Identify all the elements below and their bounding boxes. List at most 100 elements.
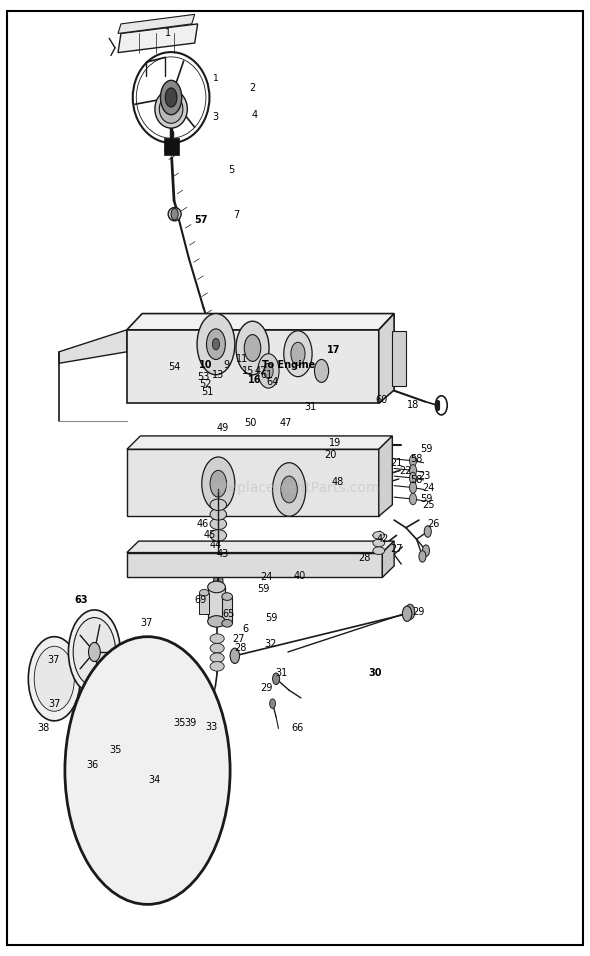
Ellipse shape	[208, 581, 225, 593]
Polygon shape	[127, 449, 379, 516]
Circle shape	[270, 699, 276, 708]
Text: 38: 38	[38, 724, 50, 733]
Text: 54: 54	[168, 362, 180, 372]
Text: 69: 69	[195, 596, 206, 605]
Polygon shape	[127, 314, 394, 330]
Circle shape	[385, 496, 388, 502]
Text: 42: 42	[255, 366, 267, 376]
Circle shape	[68, 610, 120, 694]
Text: 46: 46	[197, 519, 209, 529]
Circle shape	[422, 545, 430, 556]
Circle shape	[93, 766, 99, 775]
Text: 39: 39	[184, 718, 196, 728]
Circle shape	[88, 642, 100, 662]
Text: 47: 47	[280, 418, 292, 427]
Circle shape	[106, 704, 189, 837]
Circle shape	[34, 646, 74, 711]
Text: 6: 6	[242, 624, 248, 634]
Text: 27: 27	[390, 544, 403, 554]
Text: 20: 20	[324, 450, 336, 460]
Circle shape	[273, 673, 280, 684]
Text: 57: 57	[194, 215, 207, 225]
Circle shape	[384, 467, 391, 478]
Circle shape	[409, 455, 417, 467]
Circle shape	[340, 384, 344, 390]
Text: 26: 26	[427, 519, 439, 529]
Circle shape	[385, 466, 388, 471]
Text: 28: 28	[358, 554, 370, 563]
Text: 37: 37	[140, 619, 152, 628]
Circle shape	[300, 370, 309, 385]
Polygon shape	[127, 330, 379, 403]
Circle shape	[350, 384, 353, 390]
Circle shape	[264, 363, 273, 379]
Ellipse shape	[210, 518, 227, 530]
Circle shape	[165, 88, 177, 107]
Text: 16: 16	[248, 375, 261, 384]
Text: 4: 4	[252, 110, 258, 120]
Text: 31: 31	[276, 668, 287, 678]
Text: 18: 18	[407, 401, 419, 410]
Ellipse shape	[208, 616, 225, 627]
Polygon shape	[379, 314, 394, 403]
Text: eReplacementParts.com: eReplacementParts.com	[211, 481, 379, 494]
Text: 1: 1	[165, 29, 171, 38]
Circle shape	[97, 766, 103, 775]
Circle shape	[131, 744, 164, 797]
Text: 37: 37	[48, 699, 60, 708]
Ellipse shape	[210, 499, 227, 511]
Ellipse shape	[168, 207, 181, 221]
Circle shape	[197, 314, 235, 375]
Circle shape	[291, 342, 305, 365]
Text: 37: 37	[47, 655, 59, 664]
Text: 33: 33	[205, 722, 217, 731]
Text: 36: 36	[87, 760, 99, 770]
Text: To Engine: To Engine	[263, 360, 316, 370]
Polygon shape	[118, 14, 195, 33]
Circle shape	[202, 457, 235, 511]
Circle shape	[230, 648, 240, 663]
Text: 51: 51	[202, 387, 214, 397]
Ellipse shape	[196, 740, 205, 753]
Circle shape	[340, 341, 344, 347]
Polygon shape	[127, 436, 392, 449]
Circle shape	[258, 354, 279, 388]
Text: 40: 40	[294, 572, 306, 581]
Text: 2: 2	[250, 83, 255, 93]
Circle shape	[244, 335, 261, 361]
Text: 61: 61	[261, 370, 273, 380]
Text: 48: 48	[332, 477, 343, 487]
Text: 59: 59	[420, 494, 432, 504]
Ellipse shape	[159, 95, 183, 123]
Text: 3: 3	[212, 112, 218, 121]
Circle shape	[405, 604, 415, 619]
Text: 27: 27	[232, 634, 245, 643]
Ellipse shape	[210, 634, 224, 643]
Text: 15: 15	[242, 366, 254, 376]
Circle shape	[284, 331, 312, 377]
Circle shape	[409, 493, 417, 505]
Bar	[164, 138, 179, 155]
Circle shape	[402, 606, 412, 621]
Text: 28: 28	[235, 643, 247, 653]
Text: 59: 59	[420, 445, 432, 454]
Circle shape	[214, 574, 223, 589]
Text: 24: 24	[422, 483, 434, 492]
Ellipse shape	[96, 763, 105, 778]
Ellipse shape	[222, 619, 232, 627]
Text: 59: 59	[266, 613, 277, 622]
Polygon shape	[392, 331, 406, 386]
Text: 29: 29	[261, 684, 273, 693]
Ellipse shape	[210, 662, 224, 671]
Circle shape	[273, 463, 306, 516]
Ellipse shape	[210, 643, 224, 653]
Bar	[222, 597, 232, 623]
Polygon shape	[59, 330, 127, 363]
Circle shape	[424, 526, 431, 537]
Text: 9: 9	[223, 360, 229, 370]
Circle shape	[350, 341, 353, 347]
Text: 65: 65	[223, 609, 235, 619]
Text: 58: 58	[411, 454, 422, 464]
Circle shape	[198, 742, 204, 751]
Circle shape	[73, 618, 116, 686]
